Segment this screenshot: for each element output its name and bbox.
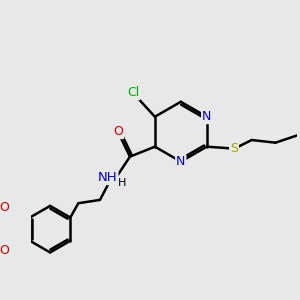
Text: O: O	[113, 125, 123, 138]
Text: Cl: Cl	[127, 86, 140, 99]
Text: NH: NH	[98, 171, 118, 184]
Text: N: N	[176, 155, 185, 168]
Text: O: O	[0, 201, 9, 214]
Text: H: H	[117, 178, 126, 188]
Text: N: N	[202, 110, 211, 123]
Text: O: O	[0, 244, 9, 257]
Text: S: S	[230, 142, 238, 155]
